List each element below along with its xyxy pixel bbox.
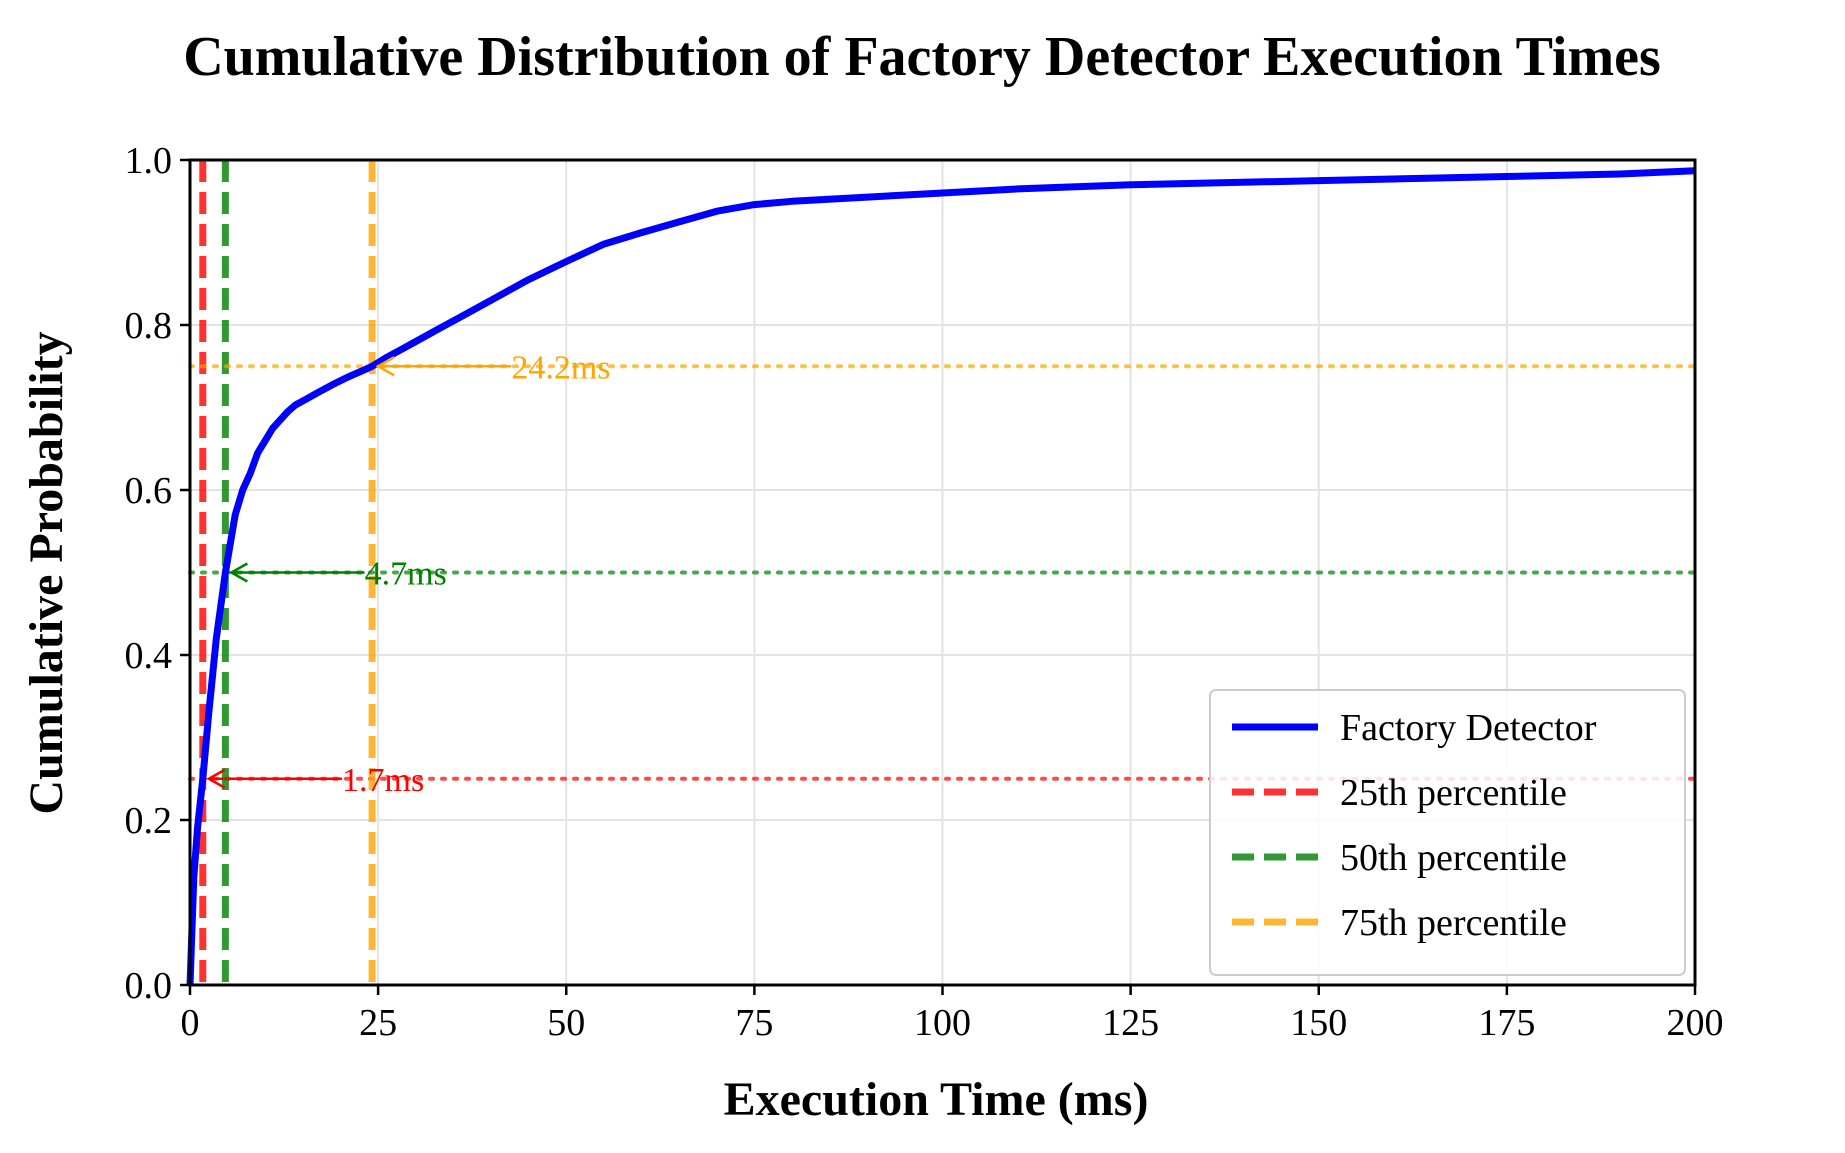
x-tick-label: 200 — [1667, 1002, 1724, 1044]
y-tick-label: 0.4 — [125, 635, 173, 677]
x-tick-label: 100 — [914, 1002, 971, 1044]
series-lines — [186, 167, 1696, 986]
legend-label: 75th percentile — [1340, 902, 1567, 944]
chart-title: Cumulative Distribution of Factory Detec… — [183, 26, 1661, 88]
legend-label: Factory Detector — [1340, 707, 1597, 749]
annotation-arrowhead — [375, 356, 395, 377]
annotation-arrowhead — [228, 562, 248, 583]
y-tick-label: 0.2 — [125, 800, 173, 842]
y-axis-ticks: 0.0 0.2 0.4 0.6 0.8 1.0 — [125, 140, 190, 1007]
x-tick-label: 150 — [1290, 1002, 1347, 1044]
y-tick-label: 0.8 — [125, 305, 173, 347]
x-tick-label: 125 — [1102, 1002, 1159, 1044]
legend-box — [1209, 689, 1686, 976]
x-tick-label: 75 — [735, 1002, 773, 1044]
annotation-label: 1.7ms — [342, 762, 424, 799]
legend-label: 50th percentile — [1340, 837, 1567, 879]
percentile-annotations: 1.7ms 4.7ms 24.2ms — [206, 349, 611, 799]
x-tick-label: 50 — [547, 1002, 585, 1044]
x-tick-label: 175 — [1478, 1002, 1535, 1044]
x-axis-ticks: 0 25 50 75 100 125 150 175 200 — [181, 985, 1724, 1044]
y-tick-label: 0.0 — [125, 965, 173, 1007]
annotation-arrowhead — [206, 768, 226, 789]
series-line — [186, 167, 1696, 986]
annotation-label: 24.2ms — [511, 349, 610, 386]
x-axis-label: Execution Time (ms) — [724, 1073, 1149, 1126]
y-axis-label: Cumulative Probability — [20, 331, 73, 814]
y-tick-label: 0.6 — [125, 470, 173, 512]
x-tick-label: 0 — [181, 1002, 200, 1044]
x-tick-label: 25 — [359, 1002, 397, 1044]
legend: Factory Detector 25th percentile 50th perc… — [1209, 689, 1686, 976]
annotation-label: 4.7ms — [365, 556, 447, 593]
legend-label: 25th percentile — [1340, 772, 1567, 814]
y-tick-label: 1.0 — [125, 140, 173, 182]
